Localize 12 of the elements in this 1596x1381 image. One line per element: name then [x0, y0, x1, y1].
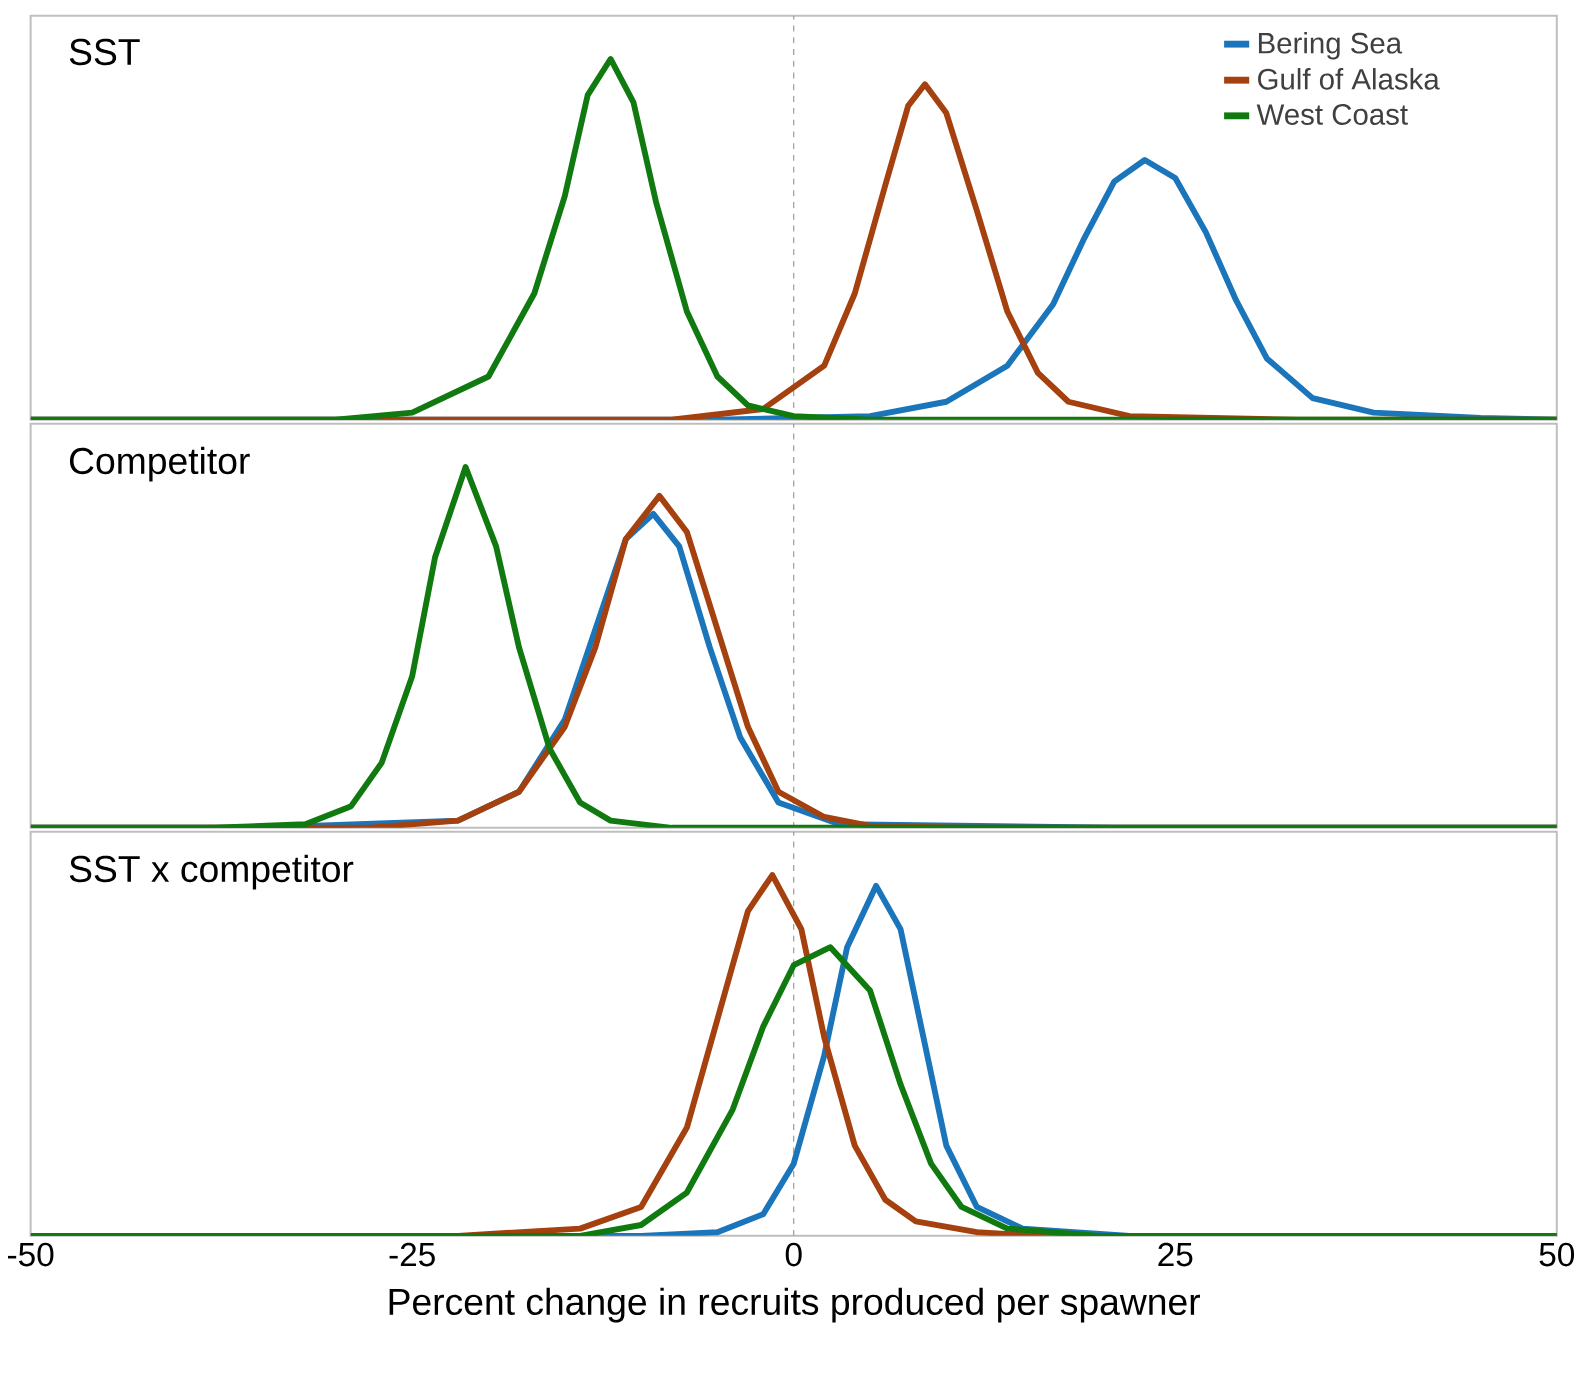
x-tick-label: -25 — [389, 1242, 435, 1267]
chart-title: SST — [69, 38, 140, 66]
x-tick-label: 0 — [785, 1242, 802, 1267]
legend-label: West Coast — [1256, 104, 1408, 125]
x-axis-title: Percent change in recruits produced per spawner — [389, 1287, 1200, 1323]
x-tick-label: 50 — [1539, 1242, 1575, 1267]
x-tick-label: -50 — [8, 1242, 54, 1267]
x-tick-label: 25 — [1158, 1242, 1193, 1267]
legend-label: Bering Sea — [1258, 32, 1403, 60]
chart-title: Competitor — [69, 446, 250, 482]
legend-label: Gulf of Alaska — [1258, 68, 1440, 90]
chart-title: SST x competitor — [69, 854, 354, 890]
